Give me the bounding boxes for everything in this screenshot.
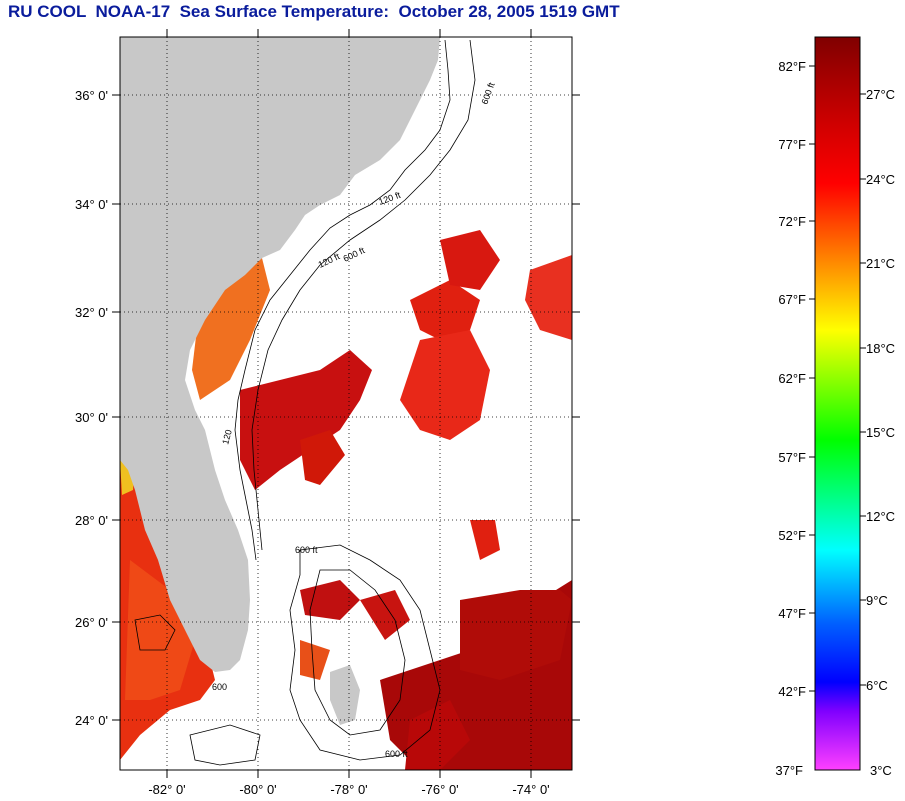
- lon-label: -76° 0': [421, 782, 458, 797]
- colorbar-f-label: 67°F: [778, 292, 806, 307]
- colorbar: 82°F 77°F 72°F 67°F 62°F 57°F 52°F 47°F …: [775, 36, 895, 778]
- lat-label: 24° 0': [75, 713, 108, 728]
- lat-label: 28° 0': [75, 513, 108, 528]
- colorbar-c-label: 12°C: [866, 509, 895, 524]
- colorbar-f-label: 57°F: [778, 450, 806, 465]
- map-frame: [119, 36, 573, 771]
- colorbar-c-label: 24°C: [866, 172, 895, 187]
- map-title: RU COOL NOAA-17 Sea Surface Temperature:…: [8, 2, 620, 21]
- lon-label: -78° 0': [330, 782, 367, 797]
- colorbar-f-label: 42°F: [778, 684, 806, 699]
- graticule: [120, 37, 572, 770]
- contour-label: 600 ft: [295, 545, 318, 555]
- colorbar-f-label: 47°F: [778, 606, 806, 621]
- contour-label: 120: [220, 428, 234, 445]
- colorbar-c-label: 27°C: [866, 87, 895, 102]
- contour-label: 600 ft: [385, 749, 408, 759]
- colorbar-c-label: 15°C: [866, 425, 895, 440]
- colorbar-c-label: 21°C: [866, 256, 895, 271]
- colorbar-f-label: 72°F: [778, 214, 806, 229]
- lon-label: -74° 0': [512, 782, 549, 797]
- lat-label: 36° 0': [75, 88, 108, 103]
- colorbar-c-label: 18°C: [866, 341, 895, 356]
- lat-label: 30° 0': [75, 410, 108, 425]
- lat-label: 26° 0': [75, 615, 108, 630]
- colorbar-f-label: 77°F: [778, 137, 806, 152]
- colorbar-ramp: [814, 36, 861, 771]
- land-andros: [330, 665, 360, 725]
- colorbar-f-label: 37°F: [775, 763, 803, 778]
- depth-contours: [134, 39, 476, 766]
- colorbar-f-label: 52°F: [778, 528, 806, 543]
- axis-ticks: [112, 29, 580, 778]
- sst-patches: [120, 230, 572, 770]
- contour-label: 600: [212, 682, 227, 692]
- colorbar-f-label: 82°F: [778, 59, 806, 74]
- lat-label: 32° 0': [75, 305, 108, 320]
- lon-label: -80° 0': [239, 782, 276, 797]
- lon-label: -82° 0': [148, 782, 185, 797]
- lat-label: 34° 0': [75, 197, 108, 212]
- colorbar-f-label: 62°F: [778, 371, 806, 386]
- colorbar-c-label: 3°C: [870, 763, 892, 778]
- colorbar-c-label: 9°C: [866, 593, 888, 608]
- colorbar-c-label: 6°C: [866, 678, 888, 693]
- land-mass: [120, 37, 440, 672]
